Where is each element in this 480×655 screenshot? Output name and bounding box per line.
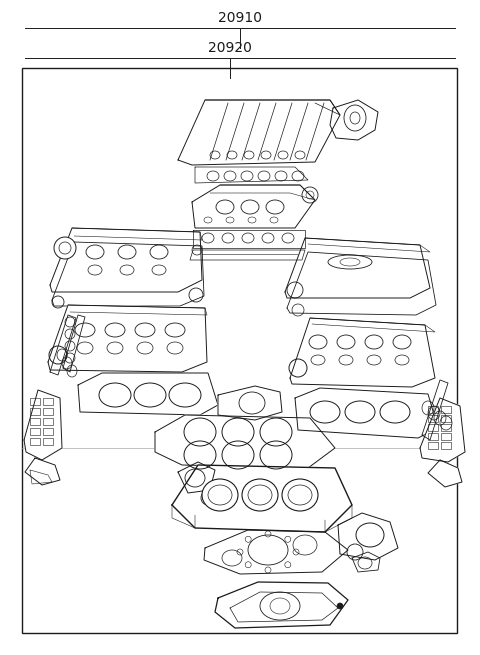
Bar (441, 442, 451, 449)
Bar (22, 68, 457, 633)
Bar (428, 442, 438, 449)
Bar (30, 408, 40, 415)
Bar (30, 438, 40, 445)
Polygon shape (285, 238, 430, 298)
Polygon shape (215, 582, 348, 628)
Polygon shape (155, 415, 335, 468)
Bar (428, 424, 438, 431)
Bar (30, 418, 40, 425)
Polygon shape (192, 185, 315, 228)
Polygon shape (178, 462, 215, 493)
Bar (30, 428, 40, 435)
Polygon shape (330, 100, 378, 140)
Bar (428, 415, 438, 422)
Polygon shape (428, 460, 462, 487)
Bar (43, 428, 53, 435)
Polygon shape (204, 530, 348, 574)
Polygon shape (25, 458, 60, 485)
Text: 20910: 20910 (218, 11, 262, 25)
Polygon shape (290, 318, 435, 387)
Bar (428, 406, 438, 413)
Polygon shape (218, 386, 282, 420)
Bar (43, 408, 53, 415)
Bar (43, 398, 53, 405)
Polygon shape (24, 390, 62, 460)
Bar (428, 433, 438, 440)
Polygon shape (338, 513, 398, 560)
Bar (441, 406, 451, 413)
Ellipse shape (337, 603, 343, 609)
Text: 20920: 20920 (208, 41, 252, 55)
Bar (441, 415, 451, 422)
Polygon shape (172, 465, 352, 532)
Ellipse shape (242, 479, 278, 511)
Bar (441, 433, 451, 440)
Polygon shape (48, 305, 207, 372)
Bar (441, 424, 451, 431)
Polygon shape (50, 228, 202, 292)
Ellipse shape (202, 479, 238, 511)
Ellipse shape (54, 237, 76, 259)
Bar (30, 398, 40, 405)
Polygon shape (352, 552, 380, 572)
Polygon shape (420, 398, 465, 462)
Polygon shape (178, 100, 340, 165)
Ellipse shape (282, 479, 318, 511)
Bar (43, 418, 53, 425)
Bar (43, 438, 53, 445)
